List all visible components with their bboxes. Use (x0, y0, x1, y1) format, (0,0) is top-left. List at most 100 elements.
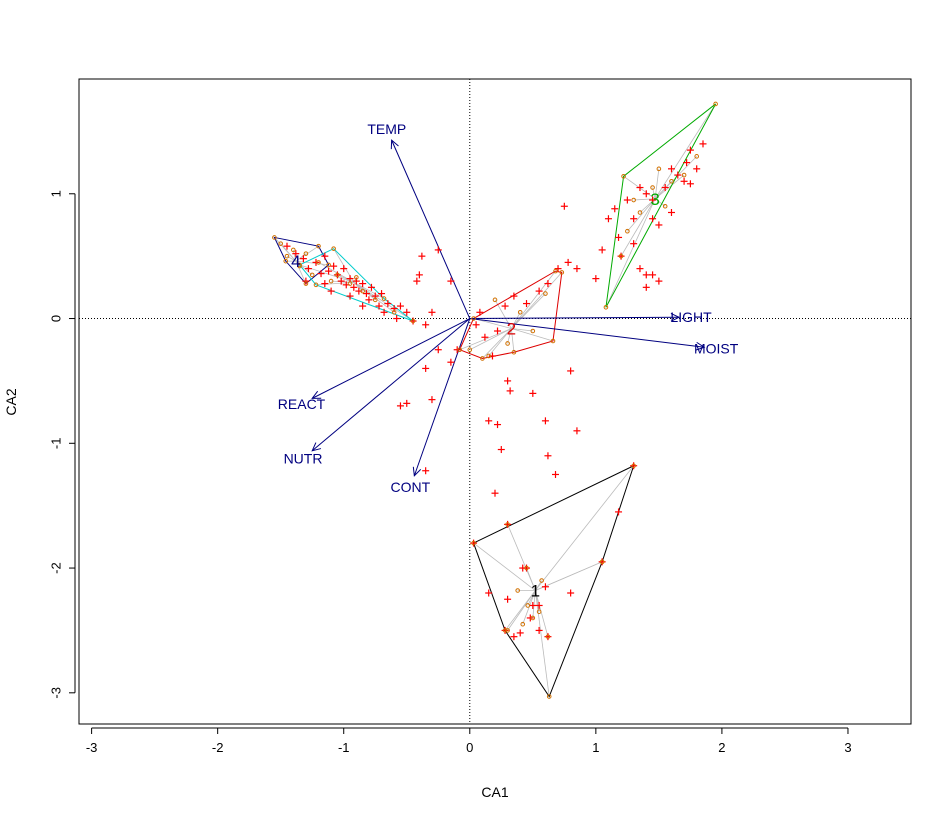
site-point (470, 539, 478, 547)
site-circle (530, 328, 536, 334)
x-tick-label: 3 (844, 740, 851, 755)
site-point (352, 277, 360, 285)
plot-frame (78, 78, 912, 725)
y-tick-label: -2 (48, 562, 63, 574)
site-point (529, 601, 537, 609)
site-circle (545, 634, 551, 639)
site-circle (505, 628, 510, 633)
site-circle (283, 258, 289, 264)
site-circle (505, 522, 510, 527)
site-circle (303, 281, 309, 286)
site-circle (603, 305, 609, 310)
site-point (302, 277, 310, 285)
site-circle (520, 621, 526, 627)
y-tick-label: 0 (48, 315, 63, 322)
site-point (598, 558, 606, 566)
spider-line (295, 260, 329, 266)
spider-line (511, 272, 563, 329)
group-hull (273, 236, 330, 285)
site-circle (637, 210, 643, 215)
site-point (680, 177, 688, 185)
site-point (447, 277, 455, 285)
site-point (649, 271, 657, 279)
site-point (504, 595, 512, 603)
site-point (529, 389, 537, 397)
site-point (304, 265, 312, 273)
y-tick-label: -1 (48, 438, 63, 450)
arrow-label: MOIST (694, 341, 739, 357)
site-point (380, 308, 388, 316)
spider-line (535, 465, 634, 591)
site-circle (335, 272, 340, 278)
site-circle (599, 559, 605, 565)
site-circle (492, 297, 498, 303)
site-point (630, 462, 638, 470)
site-point (573, 427, 581, 435)
site-point (325, 267, 333, 275)
site-point (699, 140, 707, 148)
spider-line (534, 590, 549, 637)
spider-line (532, 590, 536, 618)
site-circle (656, 166, 662, 172)
site-point (485, 417, 493, 425)
site-point (422, 467, 430, 475)
site-point (541, 583, 549, 591)
site-point (623, 196, 631, 204)
spider-line (633, 198, 656, 201)
site-point (396, 302, 404, 310)
site-circle (410, 318, 416, 324)
spider-line (353, 282, 395, 313)
site-circle (291, 247, 296, 253)
site-point (362, 290, 370, 298)
site-point (292, 250, 300, 258)
site-circle (543, 291, 548, 296)
site-point (510, 292, 518, 300)
site-point (481, 333, 489, 341)
spider-line (510, 328, 515, 353)
spider-line (535, 561, 603, 591)
site-circle (650, 185, 655, 190)
spider-line (353, 282, 414, 322)
site-point (393, 315, 401, 323)
site-circle (618, 253, 624, 259)
site-circle (550, 338, 556, 344)
site-point (491, 489, 499, 497)
site-circle (525, 603, 531, 608)
spider-line (511, 270, 556, 329)
site-circle (621, 174, 626, 179)
y-axis-title: CA2 (3, 388, 19, 415)
site-circle (372, 297, 378, 303)
site-point (674, 171, 682, 179)
x-tick-label: 2 (718, 740, 725, 755)
site-point (346, 275, 354, 283)
arrow-head (390, 139, 399, 150)
site-point (617, 252, 625, 260)
site-point (283, 242, 291, 250)
arrow-label: REACT (278, 396, 326, 412)
group-label: 2 (507, 320, 516, 339)
site-point (367, 283, 375, 291)
site-point (642, 190, 650, 198)
site-point (418, 252, 426, 260)
spider-line (507, 328, 512, 344)
site-point (321, 252, 329, 260)
site-point (504, 377, 512, 385)
site-point (299, 255, 307, 263)
site-point (434, 346, 442, 354)
site-circle (530, 615, 536, 621)
site-circle (328, 278, 334, 284)
spider-line (511, 293, 546, 329)
spider-line (534, 590, 550, 697)
group-label: 4 (291, 252, 300, 271)
site-point (422, 321, 430, 329)
site-point (485, 589, 493, 597)
site-point (630, 215, 638, 223)
site-point (541, 417, 549, 425)
spider-line (511, 328, 554, 342)
y-tick-label: -3 (48, 687, 63, 699)
site-point (375, 302, 383, 310)
site-circle (631, 197, 636, 203)
spider-line (469, 328, 512, 351)
site-point (636, 184, 644, 192)
